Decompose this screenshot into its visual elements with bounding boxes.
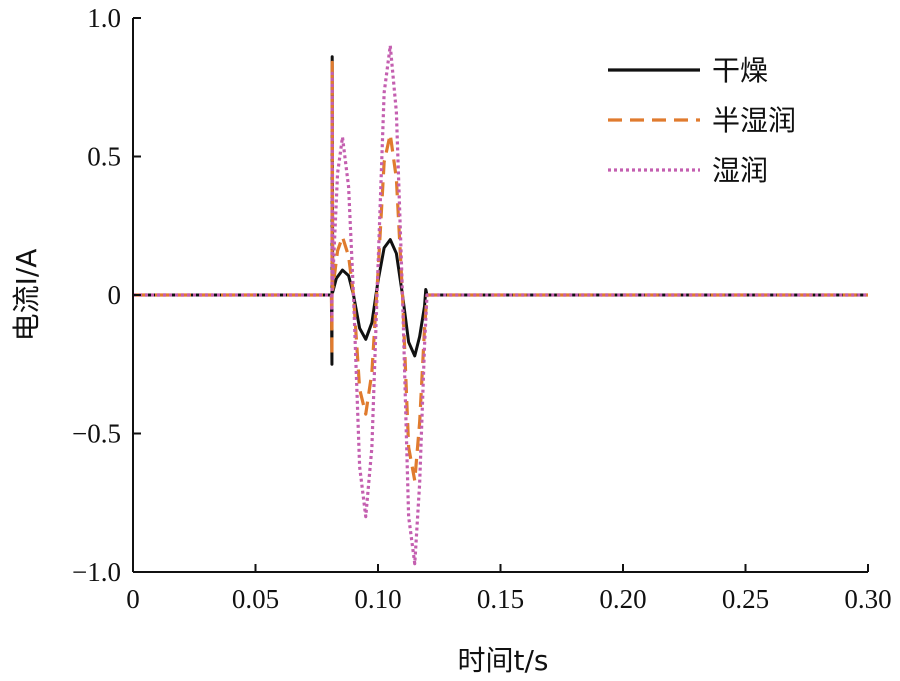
- x-tick-group: 0 0.05 0.10 0.15 0.20 0.25 0.30: [126, 564, 892, 614]
- y-tick-label: −0.5: [72, 419, 121, 449]
- legend-label-3: 湿润: [712, 154, 768, 187]
- legend-label-1: 干燥: [712, 54, 768, 87]
- x-tick-label: 0.25: [722, 584, 769, 614]
- x-tick-label: 0.20: [599, 584, 646, 614]
- y-tick-label: −1.0: [72, 557, 121, 587]
- y-tick-label: 0: [108, 280, 122, 310]
- series-line-1: [133, 55, 868, 366]
- y-tick-label: 1.0: [87, 3, 121, 33]
- x-tick-label: 0.15: [477, 584, 524, 614]
- y-tick-group: 1.0 0.5 0 −0.5 −1.0: [72, 3, 141, 587]
- x-tick-label: 0: [126, 584, 140, 614]
- x-tick-label: 0.10: [354, 584, 401, 614]
- y-axis-title: 电流I/A: [10, 249, 43, 342]
- series-line-2: [133, 60, 868, 483]
- x-axis-title: 时间t/s: [457, 644, 548, 677]
- x-tick-label: 0.05: [232, 584, 279, 614]
- plot-series-group: [133, 44, 868, 566]
- series-line-3: [133, 44, 868, 566]
- legend-label-2: 半湿润: [712, 104, 796, 137]
- y-tick-label: 0.5: [87, 142, 121, 172]
- x-tick-label: 0.30: [844, 584, 891, 614]
